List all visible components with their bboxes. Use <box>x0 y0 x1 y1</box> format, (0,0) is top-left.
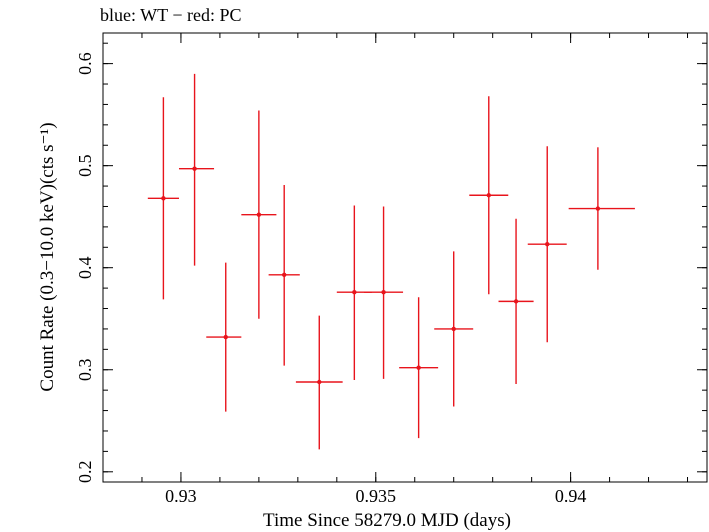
y-tick-label: 0.3 <box>75 359 95 382</box>
point-marker <box>192 166 197 171</box>
y-tick-labels: 0.2 0.3 0.4 0.5 0.6 <box>75 52 95 483</box>
data-point <box>498 218 534 385</box>
point-marker <box>451 326 456 332</box>
data-point <box>268 185 300 366</box>
point-marker <box>513 299 519 304</box>
x-tick-label: 0.93 <box>165 486 197 506</box>
x-tick-labels: 0.93 0.935 0.94 <box>165 486 586 506</box>
point-marker <box>595 206 601 211</box>
point-marker <box>317 379 322 385</box>
point-marker <box>416 365 421 370</box>
point-marker <box>352 289 357 295</box>
data-point <box>527 146 567 343</box>
data-point <box>469 96 509 295</box>
point-marker <box>223 334 228 340</box>
data-point <box>364 206 404 379</box>
data-point <box>295 315 343 450</box>
chart-title: blue: WT − red: PC <box>100 5 241 25</box>
point-marker <box>282 272 287 278</box>
data-point <box>147 97 179 300</box>
x-tick-label: 0.94 <box>555 486 587 506</box>
y-tick-label: 0.6 <box>75 52 95 74</box>
data-point <box>206 262 242 412</box>
data-point <box>399 297 439 439</box>
data-point <box>178 73 215 266</box>
x-tick-label: 0.935 <box>356 486 397 506</box>
plot-frame <box>102 32 708 483</box>
axis-ticks <box>102 33 707 482</box>
y-tick-label: 0.2 <box>75 461 95 484</box>
point-marker <box>486 193 491 198</box>
data-point <box>434 251 474 407</box>
data-points <box>147 73 635 450</box>
point-marker <box>545 242 550 247</box>
point-marker <box>161 196 166 201</box>
data-point <box>568 147 635 270</box>
y-tick-label: 0.5 <box>75 154 95 177</box>
x-axis-title: Time Since 58279.0 MJD (days) <box>263 510 511 531</box>
y-axis-title: Count Rate (0.3−10.0 keV)(cts s⁻¹) <box>37 122 58 391</box>
data-point <box>241 110 277 319</box>
y-tick-label: 0.4 <box>75 256 95 279</box>
point-marker <box>381 289 386 295</box>
point-marker <box>256 212 262 217</box>
